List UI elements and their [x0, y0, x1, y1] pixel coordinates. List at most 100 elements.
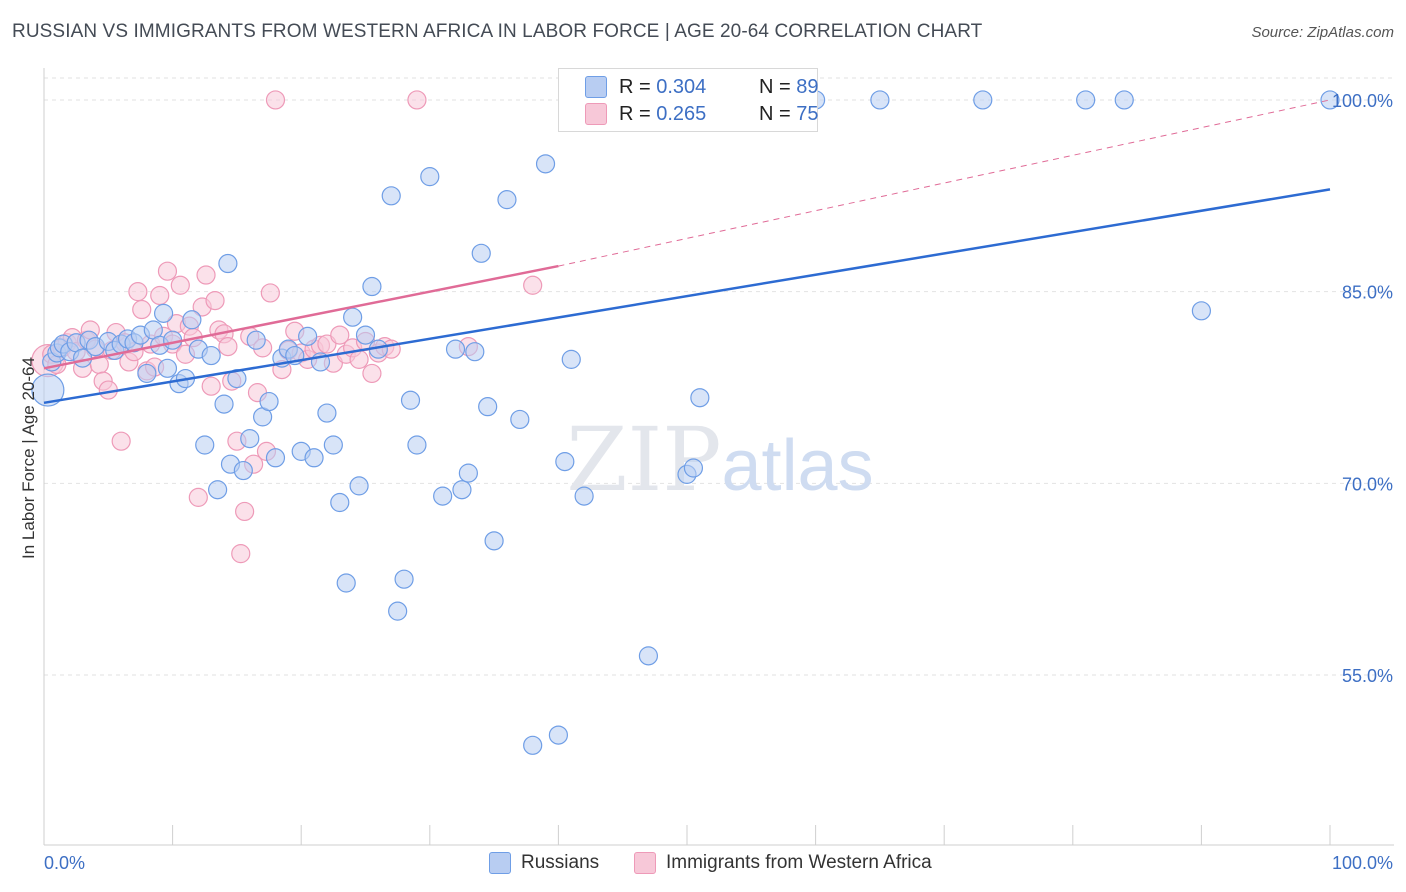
point-russians-48: [330, 492, 350, 513]
point-immigrants-51: [260, 283, 280, 303]
point-russians-65: [465, 342, 485, 362]
point-russians-71: [523, 735, 543, 755]
point-russians-0: [31, 373, 65, 407]
point-russians-83: [870, 90, 890, 110]
point-russians-37: [259, 391, 279, 412]
point-immigrants-67: [362, 363, 382, 384]
point-russians-75: [561, 349, 581, 369]
y-tick-labels: 100.0% 85.0% 70.0% 55.0%: [1332, 91, 1393, 686]
axes: [43, 68, 1394, 846]
x-tick-labels: 0.0% 100.0%: [44, 853, 1393, 873]
legend-item-immigrants[interactable]: Immigrants from Western Africa: [634, 852, 932, 874]
series-russians-points: [31, 90, 1340, 755]
trend-line-russians: [43, 188, 1331, 405]
grid-lines: [44, 77, 1394, 676]
point-russians-16: [137, 363, 157, 384]
point-russians-67: [478, 397, 498, 417]
point-immigrants-37: [201, 376, 221, 396]
point-russians-57: [394, 569, 414, 589]
x-tick-label-1: 100.0%: [1332, 853, 1393, 873]
point-russians-62: [445, 339, 466, 359]
point-russians-46: [317, 403, 337, 423]
point-russians-51: [349, 476, 369, 496]
trend-lines: [43, 99, 1331, 405]
legend-swatch-immigrants: [585, 103, 607, 125]
point-russians-30: [218, 253, 238, 274]
point-immigrants-36: [196, 265, 216, 285]
point-immigrants-38: [205, 290, 225, 311]
legend-item-russians[interactable]: Russians: [489, 852, 599, 874]
correlation-legend: R = 0.304 N = 89 R = 0.265 N = 75: [558, 68, 819, 132]
point-russians-27: [201, 345, 221, 366]
point-russians-79: [683, 458, 704, 478]
point-russians-53: [362, 276, 382, 297]
point-russians-73: [548, 725, 569, 745]
legend-r-value-russians: 0.304: [656, 75, 707, 98]
legend-n-value-russians: 89: [796, 75, 819, 98]
point-immigrants-52: [265, 90, 286, 110]
point-russians-88: [1320, 90, 1340, 110]
point-immigrants-73: [523, 275, 543, 295]
legend-n-label: N =: [759, 102, 791, 125]
point-immigrants-34: [188, 487, 208, 507]
point-russians-49: [336, 573, 356, 593]
point-russians-21: [163, 330, 183, 350]
point-russians-35: [246, 330, 266, 350]
point-immigrants-16: [111, 431, 131, 451]
point-russians-24: [182, 310, 202, 330]
point-russians-69: [497, 190, 517, 210]
legend-label-immigrants: Immigrants from Western Africa: [666, 852, 932, 873]
point-immigrants-27: [157, 261, 178, 281]
point-immigrants-30: [170, 275, 190, 295]
y-tick-label-3: 55.0%: [1342, 666, 1393, 686]
point-russians-29: [214, 394, 234, 414]
trend-line-immigrants: [43, 264, 559, 370]
point-russians-58: [400, 390, 421, 410]
point-russians-68: [484, 531, 504, 551]
legend-r-label: R =: [619, 75, 651, 98]
watermark: ZIPatlas: [566, 408, 873, 511]
point-russians-70: [510, 409, 530, 430]
legend-r-value-immigrants: 0.265: [656, 102, 707, 125]
legend-swatch-immigrants: [634, 852, 656, 874]
y-tick-label-0: 100.0%: [1332, 91, 1393, 111]
legend-swatch-russians: [585, 76, 607, 98]
legend-n-label: N =: [759, 75, 791, 98]
point-russians-72: [535, 154, 556, 174]
legend-label-russians: Russians: [521, 852, 600, 873]
point-russians-32: [227, 368, 247, 389]
point-russians-60: [420, 167, 440, 187]
point-russians-59: [407, 435, 427, 455]
point-russians-80: [690, 388, 710, 408]
y-tick-label-1: 85.0%: [1342, 283, 1393, 303]
point-russians-66: [471, 243, 491, 263]
point-immigrants-21: [132, 299, 152, 320]
watermark-atlas: atlas: [722, 426, 874, 506]
point-russians-20: [157, 358, 178, 378]
series-legend: Russians Immigrants from Western Africa: [0, 852, 1406, 878]
point-immigrants-20: [128, 282, 148, 302]
point-russians-77: [638, 646, 659, 666]
point-immigrants-25: [150, 285, 170, 306]
x-tick-label-0: 0.0%: [44, 853, 85, 873]
point-immigrants-45: [235, 501, 255, 522]
point-russians-87: [1191, 301, 1212, 321]
point-russians-86: [1114, 90, 1134, 110]
point-russians-55: [381, 186, 401, 206]
y-axis-label: In Labor Force | Age 20-64: [19, 357, 38, 559]
point-russians-34: [240, 429, 260, 449]
point-russians-26: [195, 435, 215, 455]
point-russians-43: [298, 326, 318, 346]
point-russians-85: [1076, 90, 1096, 110]
point-immigrants-65: [349, 349, 369, 369]
point-russians-84: [973, 90, 993, 110]
point-russians-52: [355, 325, 376, 345]
point-immigrants-41: [218, 336, 238, 357]
point-russians-28: [208, 480, 228, 500]
point-russians-76: [574, 486, 594, 506]
y-tick-label-2: 70.0%: [1342, 474, 1393, 494]
legend-swatch-russians: [489, 852, 511, 874]
point-immigrants-44: [231, 544, 251, 564]
legend-r-label: R =: [619, 102, 651, 125]
